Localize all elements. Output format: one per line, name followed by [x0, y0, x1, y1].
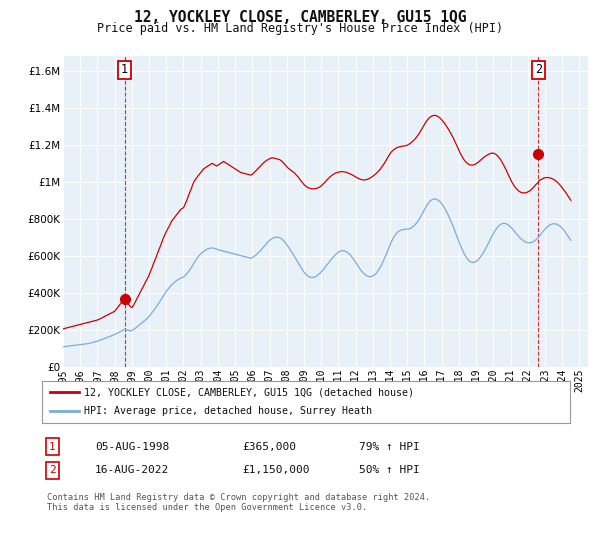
Text: 12, YOCKLEY CLOSE, CAMBERLEY, GU15 1QG: 12, YOCKLEY CLOSE, CAMBERLEY, GU15 1QG	[134, 10, 466, 25]
Text: 2: 2	[535, 63, 542, 77]
Text: 1: 1	[121, 63, 128, 77]
Text: HPI: Average price, detached house, Surrey Heath: HPI: Average price, detached house, Surr…	[84, 407, 372, 417]
Text: 50% ↑ HPI: 50% ↑ HPI	[359, 465, 419, 475]
Text: 16-AUG-2022: 16-AUG-2022	[95, 465, 169, 475]
Text: 05-AUG-1998: 05-AUG-1998	[95, 442, 169, 452]
Text: Price paid vs. HM Land Registry's House Price Index (HPI): Price paid vs. HM Land Registry's House …	[97, 22, 503, 35]
Text: 79% ↑ HPI: 79% ↑ HPI	[359, 442, 419, 452]
Text: 2: 2	[49, 465, 56, 475]
Text: £365,000: £365,000	[242, 442, 296, 452]
Text: Contains HM Land Registry data © Crown copyright and database right 2024.
This d: Contains HM Land Registry data © Crown c…	[47, 493, 431, 512]
Text: 12, YOCKLEY CLOSE, CAMBERLEY, GU15 1QG (detached house): 12, YOCKLEY CLOSE, CAMBERLEY, GU15 1QG (…	[84, 387, 414, 397]
Text: £1,150,000: £1,150,000	[242, 465, 310, 475]
Text: 1: 1	[49, 442, 56, 452]
